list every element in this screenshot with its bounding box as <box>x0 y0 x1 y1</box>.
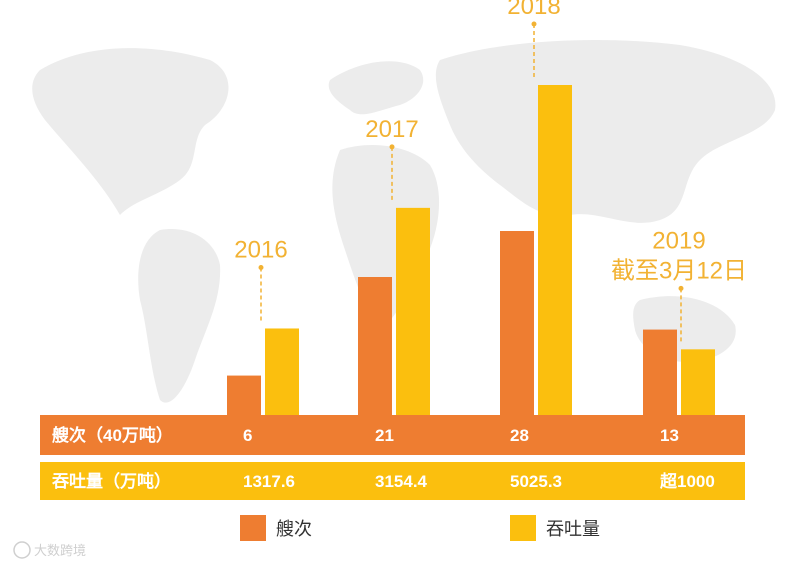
year-label-2017: 2017 <box>365 116 418 143</box>
leader-dot-2018 <box>531 21 537 27</box>
bar-throughput-2017 <box>396 207 430 415</box>
band-value-ships-2019: 13 <box>660 426 679 445</box>
leader-dot-2016 <box>258 264 264 270</box>
band-value-throughput-2017: 3154.4 <box>375 472 428 491</box>
year-label-2018: 2018 <box>507 0 560 20</box>
band-value-ships-2017: 21 <box>375 426 394 445</box>
legend-swatch-1 <box>510 515 536 541</box>
bar-throughput-2019 <box>681 349 715 415</box>
year-label-2019-1: 截至3月12日 <box>611 257 747 284</box>
bar-throughput-2018 <box>538 85 572 415</box>
bar-ships-2018 <box>500 231 534 415</box>
band-value-throughput-2019: 超1000 <box>660 471 715 491</box>
watermark-logo-icon <box>13 541 31 559</box>
data-band-throughput <box>40 462 745 500</box>
watermark-text: 大数跨境 <box>34 543 86 558</box>
band-value-throughput-2018: 5025.3 <box>510 472 562 491</box>
year-label-2016: 2016 <box>234 236 287 263</box>
legend-label-1: 吞吐量 <box>546 519 600 539</box>
bar-ships-2017 <box>358 277 392 415</box>
leader-dot-2017 <box>389 144 395 150</box>
band-value-throughput-2016: 1317.6 <box>243 472 295 491</box>
band-value-ships-2016: 6 <box>243 426 252 445</box>
leader-dot-2019 <box>678 285 684 291</box>
legend-label-0: 艘次 <box>276 519 312 539</box>
year-label-2019: 2019 <box>652 227 705 254</box>
legend-swatch-0 <box>240 515 266 541</box>
band-value-ships-2018: 28 <box>510 426 529 445</box>
bar-throughput-2016 <box>265 328 299 415</box>
band-label-ships: 艘次（40万吨） <box>52 425 173 445</box>
bar-ships-2016 <box>227 375 261 415</box>
data-band-ships <box>40 415 745 455</box>
band-label-throughput: 吞吐量（万吨） <box>52 471 171 491</box>
bar-ships-2019 <box>643 329 677 415</box>
